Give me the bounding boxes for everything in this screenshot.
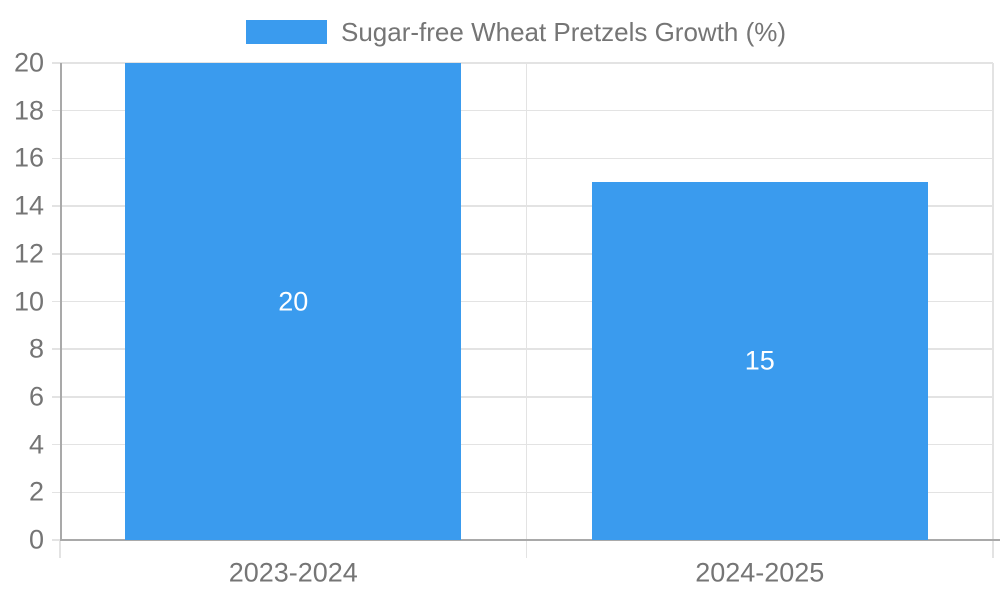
- x-axis-tick: [59, 540, 61, 558]
- h-gridline: [52, 157, 993, 160]
- h-gridline: [52, 396, 993, 398]
- bar: [591, 182, 928, 540]
- y-tick-label: 16: [13, 142, 44, 173]
- y-tick-label: 6: [28, 381, 44, 412]
- y-tick-label: 18: [13, 95, 44, 126]
- legend: Sugar-free Wheat Pretzels Growth (%): [246, 17, 787, 47]
- bar-value-label: 15: [744, 345, 775, 376]
- h-gridline: [52, 62, 993, 64]
- h-gridline: [52, 491, 993, 494]
- y-tick-label: 20: [13, 47, 44, 78]
- y-tick-label: 8: [28, 333, 44, 364]
- h-gridline: [52, 205, 993, 207]
- h-gridline: [52, 348, 993, 350]
- x-axis-line: [60, 539, 1000, 541]
- bar-value-label: 20: [278, 286, 309, 316]
- legend-label: Sugar-free Wheat Pretzels Growth (%): [341, 17, 787, 47]
- legend-swatch-icon: [246, 20, 327, 44]
- category-gridline: [992, 63, 994, 558]
- y-tick-label: 14: [13, 190, 44, 221]
- h-gridline: [52, 443, 993, 446]
- y-axis-line: [60, 63, 62, 540]
- y-tick-label: 2: [28, 476, 44, 507]
- plot-area: 0 2 4 6 8 10 12 14 16 18 20 20 2023-2024 15 2024-2025: [14, 49, 1000, 586]
- h-gridline: [52, 300, 993, 303]
- bar: [125, 63, 462, 540]
- x-tick-label: 2023-2024: [228, 557, 358, 588]
- y-tick-label: 12: [13, 238, 44, 269]
- y-tick-label: 10: [13, 286, 44, 316]
- x-tick-label: 2024-2025: [695, 557, 825, 588]
- category-gridline: [525, 63, 528, 558]
- h-gridline: [52, 253, 993, 255]
- h-gridline: [52, 109, 993, 112]
- y-tick-label: 0: [28, 524, 44, 555]
- y-tick-label: 4: [28, 429, 44, 460]
